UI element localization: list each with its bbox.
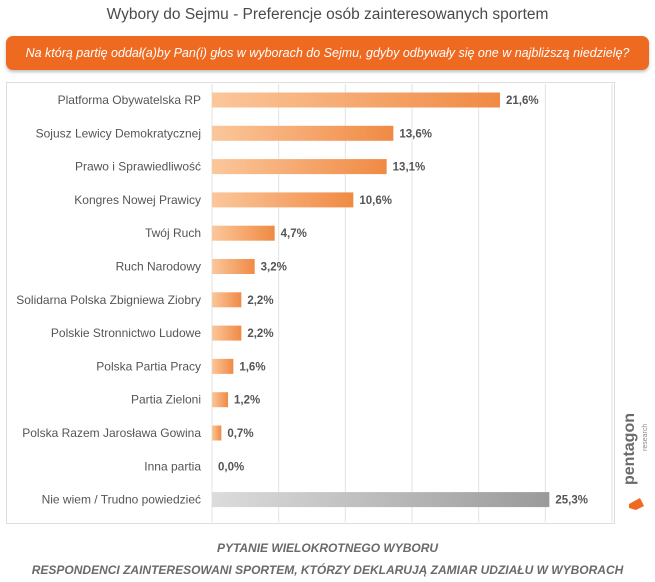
category-label: Ruch Narodowy bbox=[116, 260, 201, 274]
bars-group: Platforma Obywatelska RP 21,6% Sojusz Lewi… bbox=[16, 92, 588, 508]
value-label: 13,6% bbox=[399, 128, 432, 140]
value-label: 1,2% bbox=[234, 395, 260, 407]
value-label: 10,6% bbox=[359, 195, 392, 207]
gridlines bbox=[211, 84, 613, 522]
category-label: Solidarna Polska Zbigniewa Ziobry bbox=[16, 293, 201, 307]
bar-chart: Platforma Obywatelska RP 21,6% Sojusz Lewi… bbox=[16, 84, 613, 522]
bar bbox=[212, 225, 275, 241]
category-label: Inna partia bbox=[144, 459, 201, 473]
category-label: Polska Partia Pracy bbox=[96, 359, 201, 373]
bar bbox=[212, 259, 255, 274]
category-label: Nie wiem / Trudno powiedzieć bbox=[42, 493, 201, 507]
category-label: Sojusz Lewicy Demokratycznej bbox=[36, 126, 201, 140]
value-label: 2,2% bbox=[247, 328, 273, 340]
bar bbox=[212, 192, 354, 208]
bar bbox=[212, 125, 394, 141]
category-label: Platforma Obywatelska RP bbox=[58, 93, 201, 107]
category-label: Kongres Nowej Prawicy bbox=[74, 193, 201, 207]
value-label: 2,2% bbox=[247, 295, 273, 307]
chart-title: Wybory do Sejmu - Preferencje osób zaint… bbox=[106, 6, 549, 23]
value-label: 0,7% bbox=[227, 428, 253, 440]
category-label: Polskie Stronnictwo Ludowe bbox=[51, 326, 201, 340]
logo-pentagon-icon bbox=[629, 498, 644, 510]
category-label: Partia Zieloni bbox=[131, 393, 201, 407]
value-label: 3,2% bbox=[261, 262, 287, 274]
chart-frame bbox=[6, 82, 615, 524]
question-banner: Na którą partię oddał(a)by Pan(i) głos w… bbox=[6, 36, 649, 70]
pentagon-logo: pentagon research bbox=[621, 413, 649, 510]
value-label: 13,1% bbox=[393, 162, 426, 174]
logo-sub: research bbox=[642, 424, 649, 451]
value-label: 21,6% bbox=[506, 95, 539, 107]
bar bbox=[212, 425, 222, 441]
value-label: 0,0% bbox=[218, 461, 244, 473]
bar bbox=[212, 392, 228, 408]
bar bbox=[212, 159, 387, 175]
footer-respondents: RESPONDENCI ZAINTERESOWANI SPORTEM, KTÓR… bbox=[31, 563, 624, 577]
footer-question-type: PYTANIE WIELOKROTNEGO WYBORU bbox=[216, 541, 439, 555]
category-label: Prawo i Sprawiedliwość bbox=[75, 160, 201, 174]
value-label: 25,3% bbox=[555, 495, 588, 507]
bar bbox=[212, 292, 242, 308]
category-label: Polska Razem Jarosława Gowina bbox=[22, 426, 201, 440]
logo-name: pentagon bbox=[621, 413, 638, 485]
bar bbox=[212, 92, 500, 108]
value-label: 4,7% bbox=[281, 228, 307, 240]
category-label: Twój Ruch bbox=[145, 226, 201, 240]
bar bbox=[212, 358, 234, 374]
value-label: 1,6% bbox=[239, 361, 265, 373]
bar bbox=[212, 325, 242, 341]
bar bbox=[212, 492, 550, 508]
